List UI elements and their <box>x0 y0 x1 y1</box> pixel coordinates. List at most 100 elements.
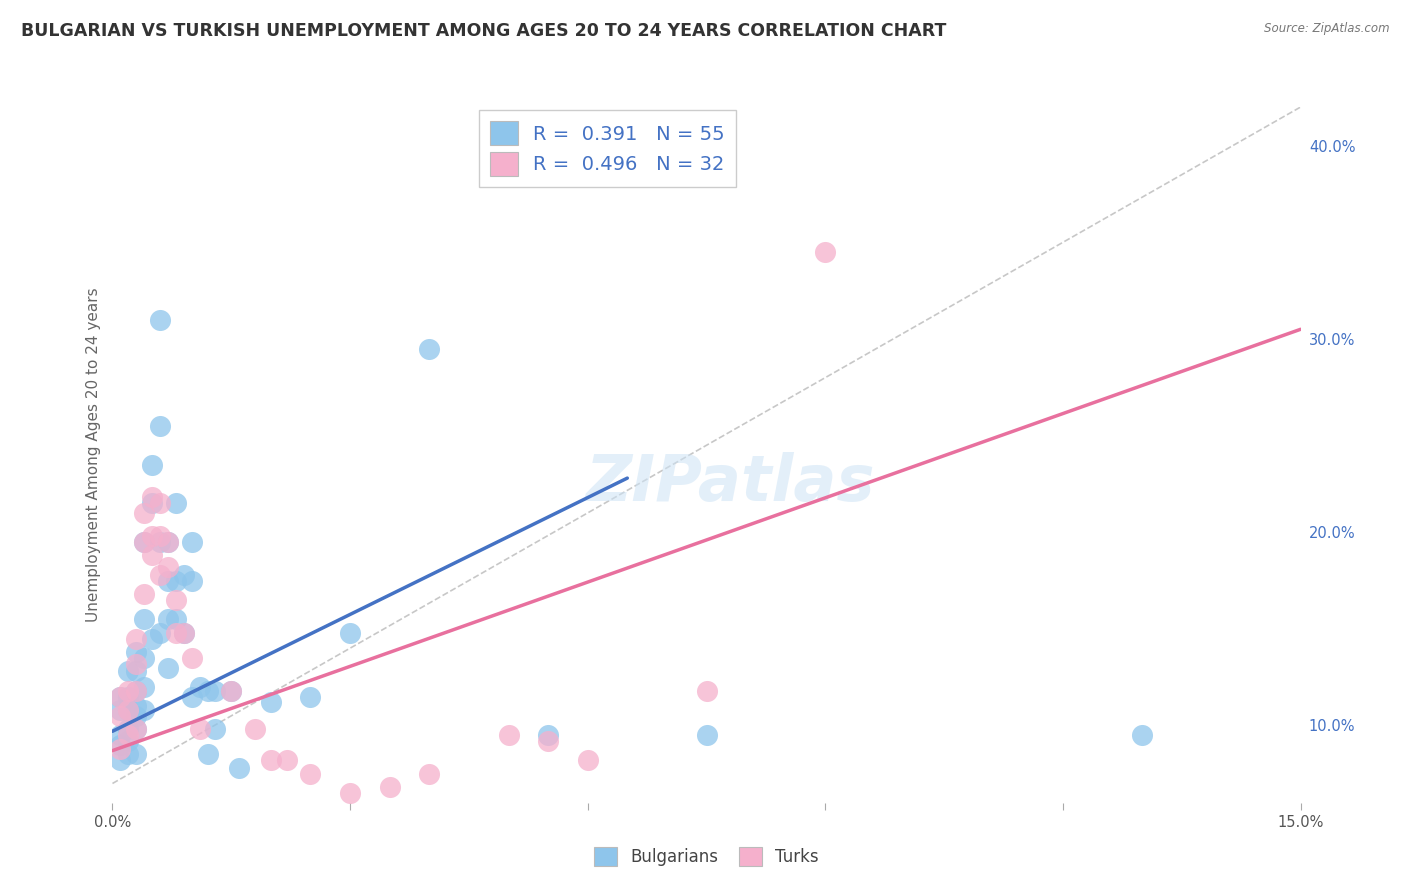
Point <box>188 723 211 737</box>
Point <box>117 665 139 679</box>
Point <box>188 680 211 694</box>
Point <box>537 734 560 748</box>
Point <box>418 766 440 781</box>
Point <box>165 592 187 607</box>
Point <box>125 632 148 646</box>
Point <box>125 683 148 698</box>
Point <box>125 708 148 723</box>
Legend: Bulgarians, Turks: Bulgarians, Turks <box>586 838 827 874</box>
Point <box>339 625 361 640</box>
Point <box>149 625 172 640</box>
Point <box>125 747 148 762</box>
Point <box>110 753 132 767</box>
Point <box>696 728 718 742</box>
Point <box>1130 728 1153 742</box>
Point <box>110 738 132 752</box>
Point <box>173 625 195 640</box>
Point <box>260 753 283 767</box>
Point <box>696 683 718 698</box>
Point <box>299 690 322 704</box>
Y-axis label: Unemployment Among Ages 20 to 24 years: Unemployment Among Ages 20 to 24 years <box>86 287 101 623</box>
Point <box>537 728 560 742</box>
Point <box>134 534 156 549</box>
Point <box>814 245 837 260</box>
Point <box>165 496 187 510</box>
Point <box>110 690 132 704</box>
Point <box>117 728 139 742</box>
Point <box>117 723 139 737</box>
Text: BULGARIAN VS TURKISH UNEMPLOYMENT AMONG AGES 20 TO 24 YEARS CORRELATION CHART: BULGARIAN VS TURKISH UNEMPLOYMENT AMONG … <box>21 22 946 40</box>
Point <box>134 612 156 626</box>
Point <box>156 534 179 549</box>
Point <box>149 534 172 549</box>
Point <box>165 612 187 626</box>
Point <box>576 753 599 767</box>
Point <box>125 723 148 737</box>
Point <box>110 741 132 756</box>
Point <box>110 703 132 717</box>
Point <box>243 723 266 737</box>
Point <box>498 728 520 742</box>
Point <box>204 683 226 698</box>
Point <box>149 419 172 434</box>
Point <box>197 747 219 762</box>
Point <box>219 683 242 698</box>
Point <box>134 651 156 665</box>
Point <box>173 625 195 640</box>
Point <box>219 683 242 698</box>
Point <box>141 549 163 563</box>
Point <box>125 657 148 671</box>
Point <box>180 690 202 704</box>
Point <box>204 723 226 737</box>
Point <box>339 786 361 800</box>
Point <box>149 529 172 543</box>
Point <box>149 496 172 510</box>
Point <box>141 458 163 472</box>
Point <box>149 312 172 326</box>
Point <box>156 660 179 674</box>
Text: Source: ZipAtlas.com: Source: ZipAtlas.com <box>1264 22 1389 36</box>
Point <box>117 747 139 762</box>
Point <box>117 703 139 717</box>
Point <box>156 534 179 549</box>
Point <box>134 506 156 520</box>
Point <box>125 723 148 737</box>
Point <box>141 529 163 543</box>
Point <box>125 665 148 679</box>
Point <box>156 560 179 574</box>
Point <box>110 728 132 742</box>
Point <box>197 683 219 698</box>
Point <box>117 690 139 704</box>
Point <box>125 683 148 698</box>
Point <box>299 766 322 781</box>
Point <box>110 708 132 723</box>
Point <box>260 695 283 709</box>
Point <box>156 574 179 588</box>
Point <box>110 690 132 704</box>
Point <box>141 496 163 510</box>
Point <box>173 567 195 582</box>
Point <box>125 699 148 714</box>
Point <box>276 753 298 767</box>
Point <box>134 703 156 717</box>
Text: ZIPatlas: ZIPatlas <box>585 451 875 514</box>
Point <box>117 703 139 717</box>
Point <box>134 587 156 601</box>
Point <box>378 780 401 795</box>
Point <box>180 574 202 588</box>
Point <box>180 651 202 665</box>
Point <box>180 534 202 549</box>
Point <box>117 734 139 748</box>
Point <box>141 632 163 646</box>
Point <box>418 342 440 356</box>
Point <box>141 491 163 505</box>
Point <box>149 567 172 582</box>
Point <box>134 534 156 549</box>
Point <box>165 625 187 640</box>
Point <box>165 574 187 588</box>
Point <box>228 761 250 775</box>
Point <box>134 680 156 694</box>
Point <box>156 612 179 626</box>
Point <box>125 645 148 659</box>
Point <box>117 683 139 698</box>
